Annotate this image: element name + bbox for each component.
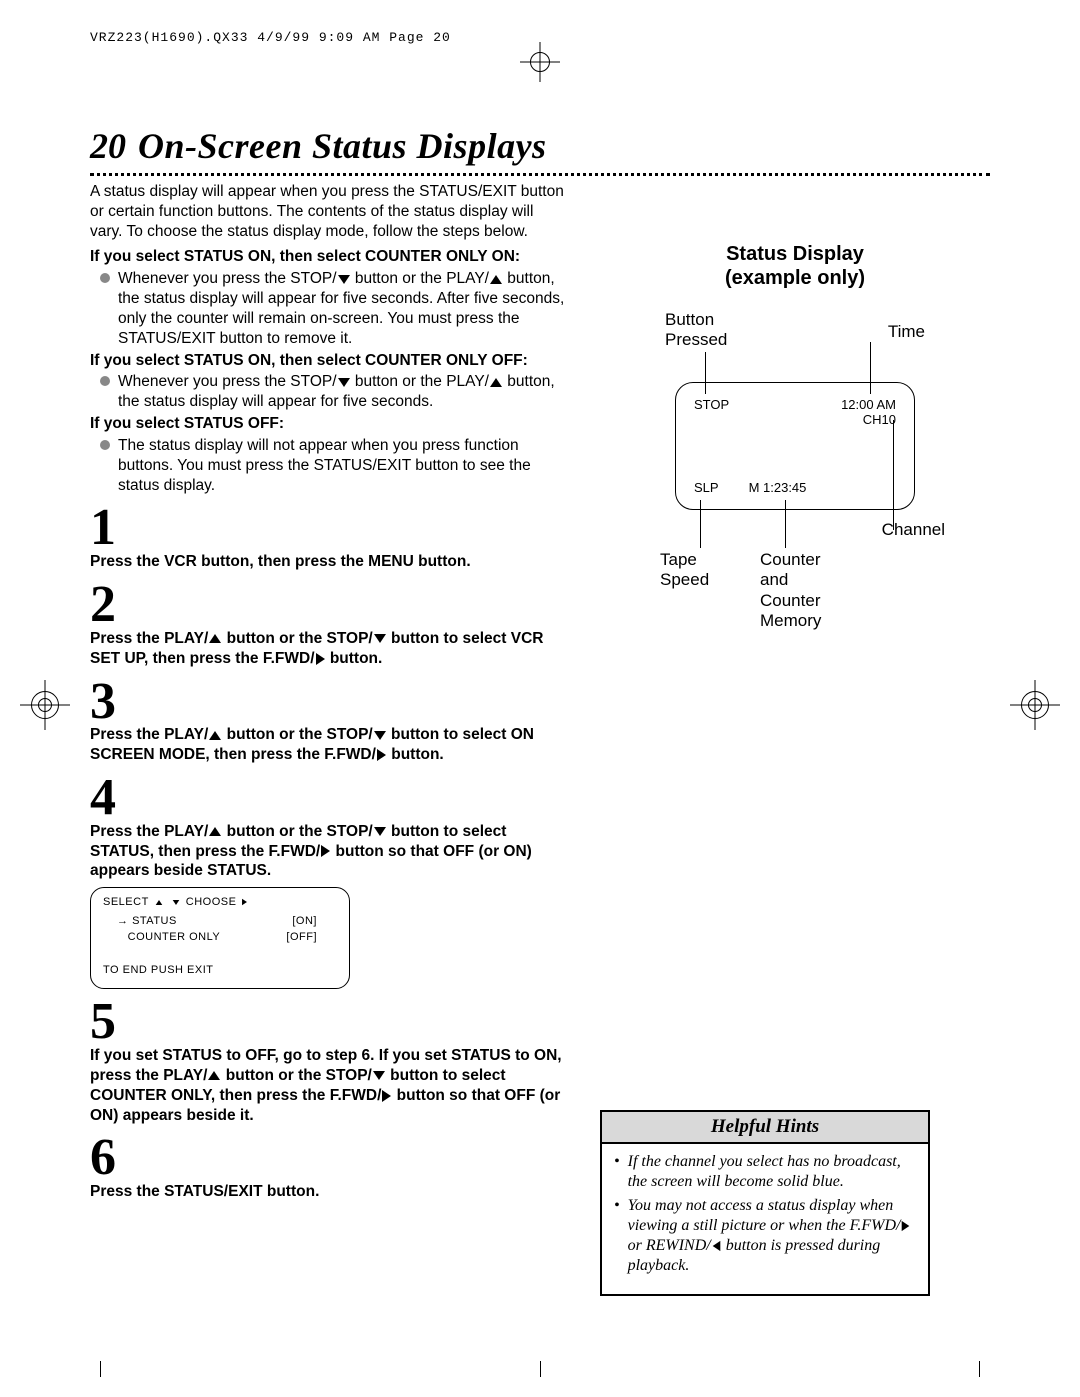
label-tape-speed: TapeSpeed bbox=[660, 550, 709, 591]
step-2-text: Press the PLAY/ button or the STOP/ butt… bbox=[90, 629, 570, 669]
status-display-diagram: ButtonPressed Time Channel TapeSpeed Cou… bbox=[645, 310, 945, 630]
tv-screen: STOP 12:00 AM CH10 SLP M 1:23:45 bbox=[675, 382, 915, 510]
step-2-number: 2 bbox=[90, 582, 570, 629]
step-3-number: 3 bbox=[90, 679, 570, 726]
main-content: A status display will appear when you pr… bbox=[90, 182, 570, 1296]
right-triangle-icon bbox=[382, 1090, 391, 1102]
bullet-disc-icon bbox=[100, 273, 110, 283]
subhead-3: If you select STATUS OFF: bbox=[90, 414, 570, 434]
label-counter: CounterandCounterMemory bbox=[760, 550, 821, 632]
intro-text: A status display will appear when you pr… bbox=[90, 182, 570, 241]
step-6-number: 6 bbox=[90, 1135, 570, 1182]
bottom-crop-ticks bbox=[0, 1357, 1080, 1377]
page-number: 20 bbox=[90, 125, 126, 167]
down-triangle-icon bbox=[374, 827, 386, 836]
right-triangle-icon bbox=[377, 749, 386, 761]
up-triangle-icon bbox=[209, 634, 221, 643]
status-display-title: Status Display (example only) bbox=[600, 242, 990, 290]
step-3-text: Press the PLAY/ button or the STOP/ butt… bbox=[90, 725, 570, 765]
label-button-pressed: ButtonPressed bbox=[665, 310, 727, 351]
page-title: On-Screen Status Displays bbox=[138, 125, 547, 167]
right-triangle-icon bbox=[316, 653, 325, 665]
step-4-number: 4 bbox=[90, 775, 570, 822]
up-triangle-icon bbox=[209, 731, 221, 740]
right-triangle-icon bbox=[902, 1221, 910, 1231]
down-triangle-icon bbox=[374, 634, 386, 643]
menu-screenshot: SELECT CHOOSE → STATUS[ON] COUNTER ONLY[… bbox=[90, 887, 350, 989]
down-triangle-icon bbox=[338, 378, 350, 387]
bullet-disc-icon bbox=[100, 440, 110, 450]
down-triangle-icon bbox=[374, 731, 386, 740]
subhead-2: If you select STATUS ON, then select COU… bbox=[90, 351, 570, 371]
step-1-text: Press the VCR button, then press the MEN… bbox=[90, 552, 570, 572]
up-triangle-icon bbox=[490, 378, 502, 387]
bullet-disc-icon bbox=[100, 376, 110, 386]
step-5-text: If you set STATUS to OFF, go to step 6. … bbox=[90, 1046, 570, 1125]
registration-mark-right bbox=[1010, 680, 1060, 730]
hint-2: You may not access a status display when… bbox=[614, 1196, 916, 1276]
step-1-number: 1 bbox=[90, 505, 570, 552]
label-time: Time bbox=[888, 322, 925, 342]
down-triangle-icon bbox=[373, 1071, 385, 1080]
up-triangle-icon bbox=[208, 1071, 220, 1080]
hints-title: Helpful Hints bbox=[602, 1112, 928, 1144]
bullet-2: Whenever you press the STOP/ button or t… bbox=[90, 372, 570, 412]
up-triangle-icon bbox=[490, 275, 502, 284]
subhead-1: If you select STATUS ON, then select COU… bbox=[90, 247, 570, 267]
label-channel: Channel bbox=[882, 520, 945, 540]
step-6-text: Press the STATUS/EXIT button. bbox=[90, 1182, 570, 1202]
step-5-number: 5 bbox=[90, 999, 570, 1046]
left-triangle-icon bbox=[712, 1241, 720, 1251]
registration-mark-left bbox=[20, 680, 70, 730]
bullet-3: The status display will not appear when … bbox=[90, 436, 570, 495]
crop-mark-top bbox=[520, 42, 560, 82]
helpful-hints-box: Helpful Hints If the channel you select … bbox=[600, 1110, 930, 1296]
down-triangle-icon bbox=[172, 900, 179, 905]
up-triangle-icon bbox=[209, 827, 221, 836]
right-triangle-icon bbox=[321, 845, 330, 857]
down-triangle-icon bbox=[338, 275, 350, 284]
step-4-text: Press the PLAY/ button or the STOP/ butt… bbox=[90, 822, 570, 881]
dotted-rule bbox=[90, 173, 990, 176]
sidebar-content: Status Display (example only) ButtonPres… bbox=[600, 182, 990, 1296]
hint-1: If the channel you select has no broadca… bbox=[614, 1152, 916, 1192]
bullet-1: Whenever you press the STOP/ button or t… bbox=[90, 269, 570, 348]
up-triangle-icon bbox=[155, 900, 162, 905]
right-triangle-icon bbox=[243, 899, 248, 906]
